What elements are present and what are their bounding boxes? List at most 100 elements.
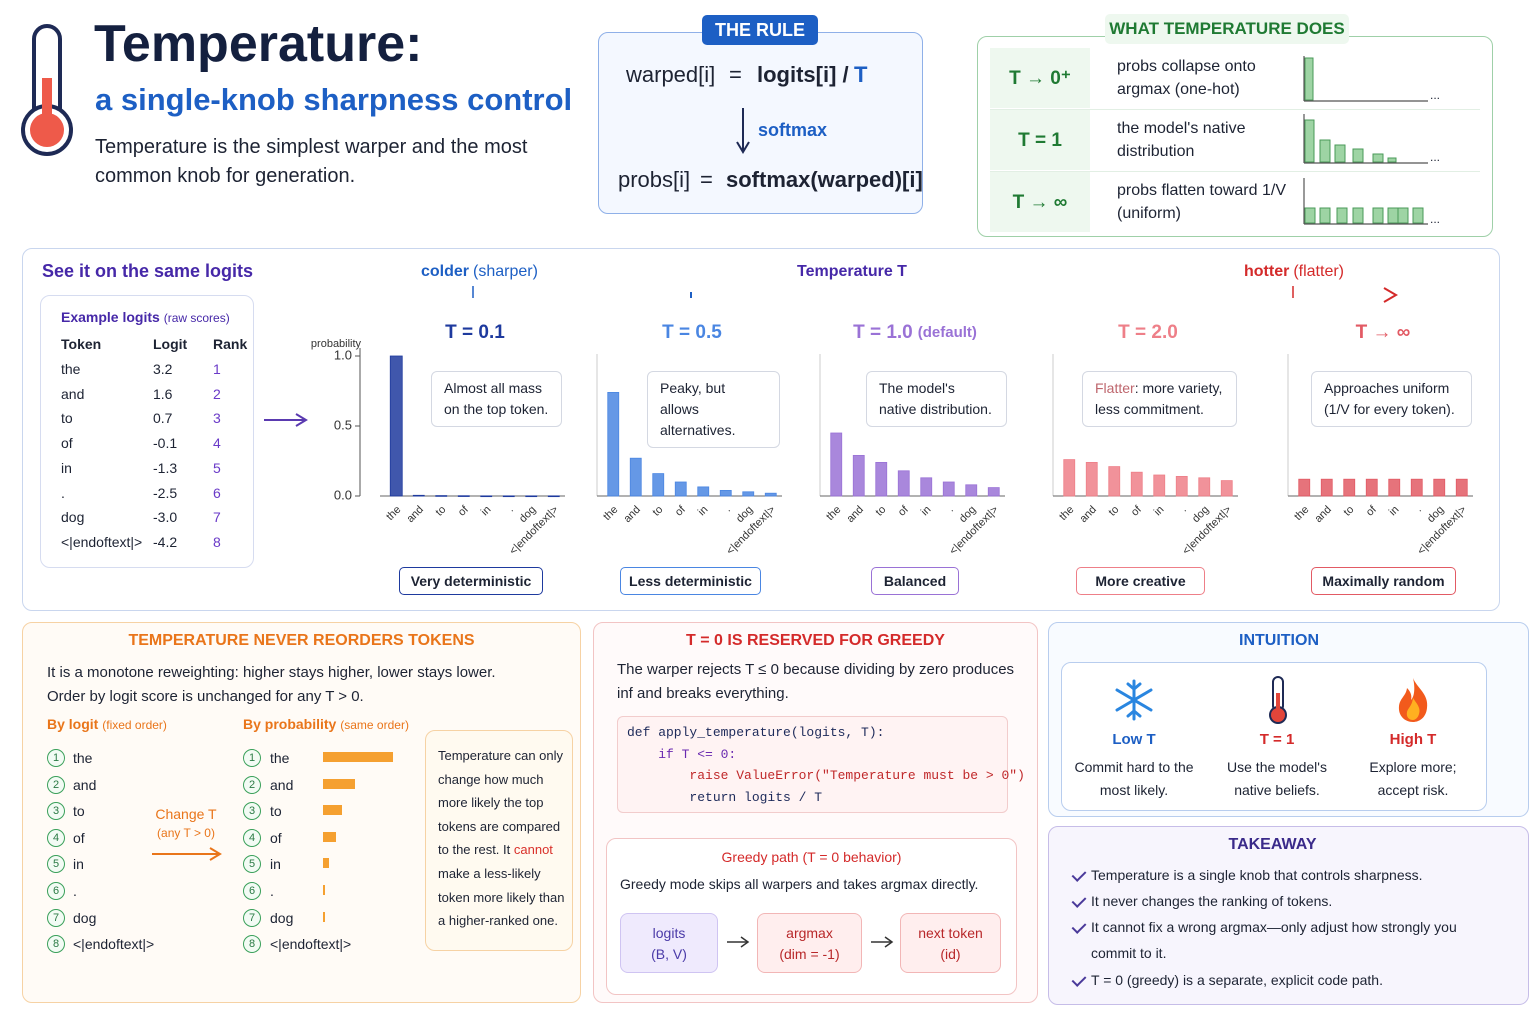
x-tick-label: in [919,504,934,519]
x-tick-label: in [1387,504,1402,519]
table-cell: . [61,484,65,501]
formula-term: warped[i] [626,62,716,87]
rank-circle: 3 [243,802,261,821]
callout-text: : more variety, less commitment. [1095,380,1223,417]
chart-title-text: T = 0.1 [445,322,505,343]
row-label-cell [990,172,1090,232]
table-cell: and [61,385,85,402]
chart-title: T = 1.0 (default) [853,322,977,343]
bar [1220,480,1233,497]
note-emphasis: cannot [513,842,553,858]
bar [987,487,1000,497]
callout-text: The model's native distribution. [879,380,992,417]
bar [1433,478,1446,497]
example-title: Example logits (raw scores) [61,309,230,325]
badge: Balanced [871,567,959,595]
prob-bar [323,885,325,895]
row-label-cell [990,110,1090,170]
path-title: Greedy path (T = 0 behavior) [721,849,902,865]
takeaway-item: Temperature is a single knob that contro… [1091,867,1423,883]
chart-title: T = 0.5 [662,322,722,343]
prob-bar [323,832,336,842]
rank-circle: 5 [47,855,65,874]
rank-circle: 8 [47,935,65,954]
flow-box: logits (B, V) [620,913,718,973]
code-line: raise ValueError("Temperature must be > … [627,768,1025,784]
description: Temperature is the simplest warper and t… [95,136,528,187]
x-tick-label: in [696,504,711,519]
table-cell: 8 [213,533,221,550]
list-heading-note: (fixed order) [102,718,167,732]
x-tick-label: and [404,504,425,525]
bar [764,492,777,497]
intuition-title: INTUITION [1239,632,1319,649]
table-cell: <|endoftext|> [61,533,143,550]
rank-token: <|endoftext|> [73,936,155,953]
example-title-text: Example logits [61,309,160,325]
axis-label: Temperature T [797,263,907,280]
bar [1320,478,1333,497]
flow-name: next token [918,925,983,941]
takeaway-item: It cannot fix a wrong argmax—only adjust… [1091,919,1457,961]
ellipsis: ... [1430,88,1441,102]
bar [1455,478,1468,497]
bar [1198,477,1211,497]
x-tick-label: to [1106,504,1121,519]
x-tick-label: the [1292,504,1311,523]
bar [942,481,955,497]
temperature-arrowhead [1383,287,1398,303]
flow-box: argmax (dim = -1) [757,913,862,973]
column-header: Logit [153,336,188,352]
bar [719,489,732,497]
chart-title: T = 0.1 [445,322,505,343]
rank-circle: 4 [243,828,261,847]
row-label: T → 0⁺ [1009,68,1071,89]
x-tick-label: the [384,504,403,523]
cold-note: (sharper) [473,263,538,280]
table-cell: dog [61,509,85,526]
rank-circle: 8 [243,935,261,954]
bar [435,495,448,497]
prob-bar [323,912,325,922]
table-cell: -0.1 [153,435,178,452]
flow-box: next token (id) [900,913,1001,973]
rank-circle: 1 [47,749,65,767]
bar [742,491,755,497]
table-cell: 3 [213,410,221,427]
bar [1153,474,1166,497]
x-tick-label: . [1178,504,1189,515]
rank-token: dog [270,909,294,926]
rank-token: the [270,750,290,766]
chart-title-note: (default) [918,324,977,341]
cold-label: colder (sharper) [421,263,538,280]
hot-text: hotter [1244,263,1289,280]
x-tick-label: and [1077,504,1098,525]
bar [480,495,493,498]
rank-circle: 1 [243,749,261,767]
bar [547,495,560,498]
table-cell: 3.2 [153,361,173,377]
table-cell: -2.5 [153,484,178,501]
formula-eq: = [700,167,713,192]
list-heading: By probability (same order) [243,716,409,732]
takeaway-item: It never changes the ranking of tokens. [1091,893,1333,909]
takeaway-panel [1048,826,1529,1005]
flow-detail: (id) [940,946,961,962]
what-sketches [1303,56,1428,225]
callout: Flatter: more variety, less commitment. [1082,371,1237,427]
intuition-text: Use the model's native beliefs. [1227,759,1327,798]
table-cell: of [61,435,73,452]
y-tick-label: 0.0 [334,487,352,502]
bar [1108,466,1121,497]
bar [697,486,710,497]
formula-term: probs[i] [618,167,691,192]
x-tick-label: to [873,504,888,519]
intuition-text: Explore more; accept risk. [1369,759,1457,798]
intuition-text: Commit hard to the most likely. [1074,759,1194,798]
x-tick-label: to [650,504,665,519]
x-tick-label: . [505,504,516,515]
bar [897,470,910,497]
note-box [425,730,573,951]
panel-arrow [264,413,308,427]
